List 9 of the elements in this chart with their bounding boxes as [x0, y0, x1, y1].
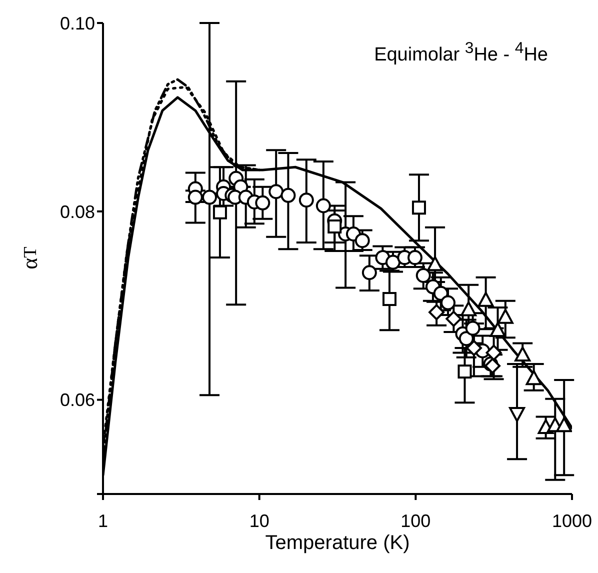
y-tick-label: 0.06	[60, 390, 95, 410]
y-tick-label: 0.10	[60, 13, 95, 34]
x-tick-label: 1000	[552, 510, 592, 531]
x-tick-label: 10	[249, 510, 270, 531]
x-tick-label: 1	[98, 510, 108, 531]
annotation: Equimolar $^{3}$He - $^{4}$He	[374, 40, 548, 66]
y-tick-label: 0.08	[60, 202, 95, 222]
x-axis-title: Temperature (K)	[264, 532, 411, 555]
x-tick-label: 100	[400, 510, 431, 531]
